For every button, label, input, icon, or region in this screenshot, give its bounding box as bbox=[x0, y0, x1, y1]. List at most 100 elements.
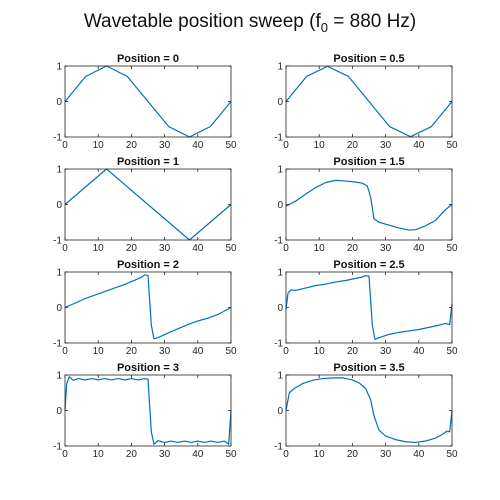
subplot-8: Position = 3.50 10 20 30 40 50-101 bbox=[274, 362, 458, 460]
figure-title-main: Wavetable position sweep (f bbox=[84, 11, 322, 32]
y-tick-label: 1 bbox=[277, 62, 283, 73]
x-tick-label: 10 bbox=[93, 140, 105, 151]
y-tick-label: 0 bbox=[56, 200, 62, 211]
x-tick-label: 40 bbox=[413, 140, 425, 151]
x-tick-label: 50 bbox=[225, 449, 237, 460]
subplot-title: Position = 0.5 bbox=[333, 53, 404, 65]
x-tick-label: 50 bbox=[446, 243, 458, 254]
y-tick-label: -1 bbox=[274, 442, 283, 453]
x-tick-label: 50 bbox=[225, 243, 237, 254]
x-tick-label: 50 bbox=[446, 346, 458, 357]
x-tick-label: 0 bbox=[62, 449, 68, 460]
x-tick-label: 10 bbox=[93, 243, 105, 254]
x-tick-label: 40 bbox=[192, 449, 204, 460]
x-tick-label: 20 bbox=[126, 449, 138, 460]
x-tick-label: 0 bbox=[62, 243, 68, 254]
x-tick-label: 20 bbox=[347, 449, 359, 460]
x-tick-label: 10 bbox=[314, 449, 326, 460]
subplot-3: Position = 10 10 20 30 40 50-101 bbox=[53, 156, 237, 254]
x-tick-label: 30 bbox=[159, 449, 171, 460]
x-tick-label: 20 bbox=[347, 140, 359, 151]
x-tick-label: 40 bbox=[413, 449, 425, 460]
series-line bbox=[64, 168, 232, 241]
y-tick-label: -1 bbox=[53, 339, 62, 350]
x-tick-label: 30 bbox=[380, 140, 392, 151]
subplot-title: Position = 3.5 bbox=[333, 362, 404, 374]
y-tick-label: -1 bbox=[274, 133, 283, 144]
subplot-title: Position = 2 bbox=[117, 259, 179, 271]
series-line bbox=[285, 179, 453, 231]
x-tick-label: 20 bbox=[126, 140, 138, 151]
subplot-title: Position = 1 bbox=[117, 156, 179, 168]
y-tick-label: 0 bbox=[277, 406, 283, 417]
x-tick-label: 20 bbox=[126, 346, 138, 357]
figure-title: Wavetable position sweep (f0 = 880 Hz) bbox=[84, 11, 416, 35]
y-tick-label: -1 bbox=[53, 133, 62, 144]
x-tick-label: 10 bbox=[314, 346, 326, 357]
y-tick-label: 0 bbox=[277, 97, 283, 108]
series-line bbox=[285, 65, 453, 138]
x-tick-label: 20 bbox=[126, 243, 138, 254]
series-line bbox=[64, 65, 232, 138]
x-tick-label: 10 bbox=[314, 243, 326, 254]
x-tick-label: 30 bbox=[380, 243, 392, 254]
x-tick-label: 50 bbox=[225, 346, 237, 357]
x-tick-label: 10 bbox=[93, 449, 105, 460]
y-tick-label: -1 bbox=[53, 442, 62, 453]
series-line bbox=[64, 376, 232, 445]
x-tick-label: 0 bbox=[283, 346, 289, 357]
x-tick-label: 40 bbox=[192, 140, 204, 151]
x-tick-label: 30 bbox=[159, 346, 171, 357]
subplot-title: Position = 3 bbox=[117, 362, 179, 374]
y-tick-label: -1 bbox=[274, 339, 283, 350]
y-tick-label: 1 bbox=[277, 268, 283, 279]
x-tick-label: 30 bbox=[380, 449, 392, 460]
x-tick-label: 30 bbox=[159, 243, 171, 254]
subplot-4: Position = 1.50 10 20 30 40 50-101 bbox=[274, 156, 458, 254]
x-tick-label: 10 bbox=[314, 140, 326, 151]
y-tick-label: 1 bbox=[277, 371, 283, 382]
y-tick-label: 1 bbox=[56, 165, 62, 176]
x-tick-label: 40 bbox=[413, 243, 425, 254]
x-tick-label: 0 bbox=[283, 449, 289, 460]
y-tick-label: 1 bbox=[56, 371, 62, 382]
subplot-7: Position = 30 10 20 30 40 50-101 bbox=[53, 362, 237, 460]
series-line bbox=[64, 274, 232, 340]
x-tick-label: 0 bbox=[62, 140, 68, 151]
x-tick-label: 30 bbox=[380, 346, 392, 357]
x-tick-label: 0 bbox=[62, 346, 68, 357]
series-line bbox=[285, 274, 453, 341]
x-tick-label: 30 bbox=[159, 140, 171, 151]
y-tick-label: 1 bbox=[56, 62, 62, 73]
y-tick-label: 0 bbox=[56, 97, 62, 108]
subplot-6: Position = 2.50 10 20 30 40 50-101 bbox=[274, 259, 458, 357]
y-tick-label: -1 bbox=[274, 236, 283, 247]
y-tick-label: 1 bbox=[56, 268, 62, 279]
subplot-1: Position = 00 10 20 30 40 50-101 bbox=[53, 53, 237, 151]
y-tick-label: -1 bbox=[53, 236, 62, 247]
subplot-5: Position = 20 10 20 30 40 50-101 bbox=[53, 259, 237, 357]
x-tick-label: 40 bbox=[192, 243, 204, 254]
subplot-2: Position = 0.50 10 20 30 40 50-101 bbox=[274, 53, 458, 151]
y-tick-label: 1 bbox=[277, 165, 283, 176]
y-tick-label: 0 bbox=[277, 303, 283, 314]
y-tick-label: 0 bbox=[277, 200, 283, 211]
x-tick-label: 0 bbox=[283, 243, 289, 254]
y-tick-label: 0 bbox=[56, 303, 62, 314]
figure-title-tail: = 880 Hz) bbox=[328, 11, 416, 32]
x-tick-label: 10 bbox=[93, 346, 105, 357]
figure-title-subscript: 0 bbox=[321, 20, 328, 35]
x-tick-label: 20 bbox=[347, 346, 359, 357]
subplot-title: Position = 2.5 bbox=[333, 259, 404, 271]
x-tick-label: 50 bbox=[225, 140, 237, 151]
x-tick-label: 40 bbox=[192, 346, 204, 357]
x-tick-label: 50 bbox=[446, 140, 458, 151]
subplot-title: Position = 1.5 bbox=[333, 156, 404, 168]
x-tick-label: 50 bbox=[446, 449, 458, 460]
y-tick-label: 0 bbox=[56, 406, 62, 417]
subplot-title: Position = 0 bbox=[117, 53, 179, 65]
x-tick-label: 20 bbox=[347, 243, 359, 254]
